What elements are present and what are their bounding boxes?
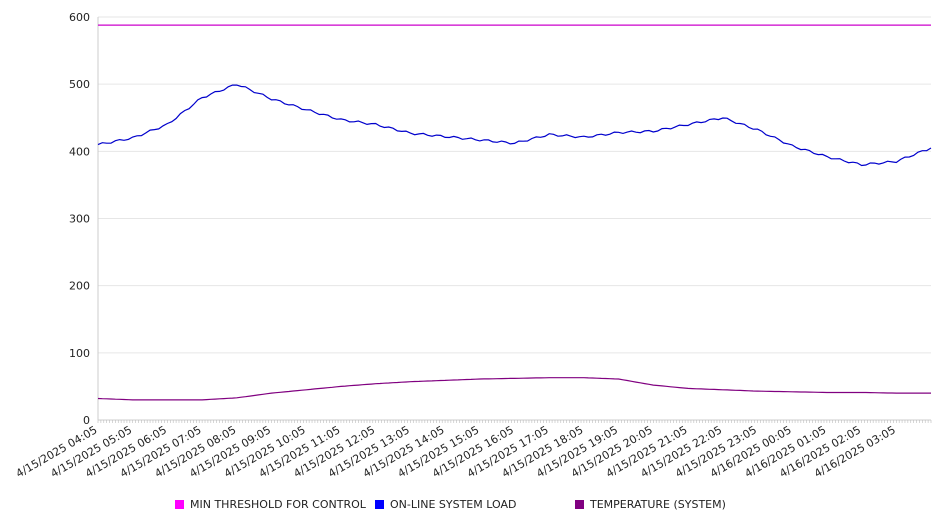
y-tick-label: 500 [69, 78, 90, 91]
legend-swatch-min-threshold [175, 500, 184, 509]
grid-lines [98, 16, 931, 354]
legend-label-min-threshold: MIN THRESHOLD FOR CONTROL [190, 498, 366, 511]
legend: MIN THRESHOLD FOR CONTROL ON-LINE SYSTEM… [0, 498, 946, 516]
y-tick-labels: 0 100 200 300 400 500 600 [69, 11, 90, 427]
legend-swatch-temperature [575, 500, 584, 509]
y-tick-label: 100 [69, 347, 90, 360]
legend-label-temperature: TEMPERATURE (SYSTEM) [590, 498, 726, 511]
series-lines [97, 24, 932, 401]
y-tick-label: 0 [83, 414, 90, 427]
legend-item-min-threshold[interactable]: MIN THRESHOLD FOR CONTROL [175, 498, 366, 511]
y-tick-label: 400 [69, 145, 90, 158]
legend-item-system-load[interactable]: ON-LINE SYSTEM LOAD [375, 498, 516, 511]
series-line-system-load [97, 84, 932, 167]
x-tick-labels: 4/15/2025 04:054/15/2025 05:054/15/2025 … [14, 423, 898, 480]
y-tick-label: 200 [69, 280, 90, 293]
y-tick-label: 300 [69, 213, 90, 226]
legend-swatch-system-load [375, 500, 384, 509]
y-tick-label: 600 [69, 11, 90, 24]
axes [97, 17, 932, 423]
legend-item-temperature[interactable]: TEMPERATURE (SYSTEM) [575, 498, 726, 511]
series-line-temperature [97, 377, 931, 401]
legend-label-system-load: ON-LINE SYSTEM LOAD [390, 498, 517, 511]
